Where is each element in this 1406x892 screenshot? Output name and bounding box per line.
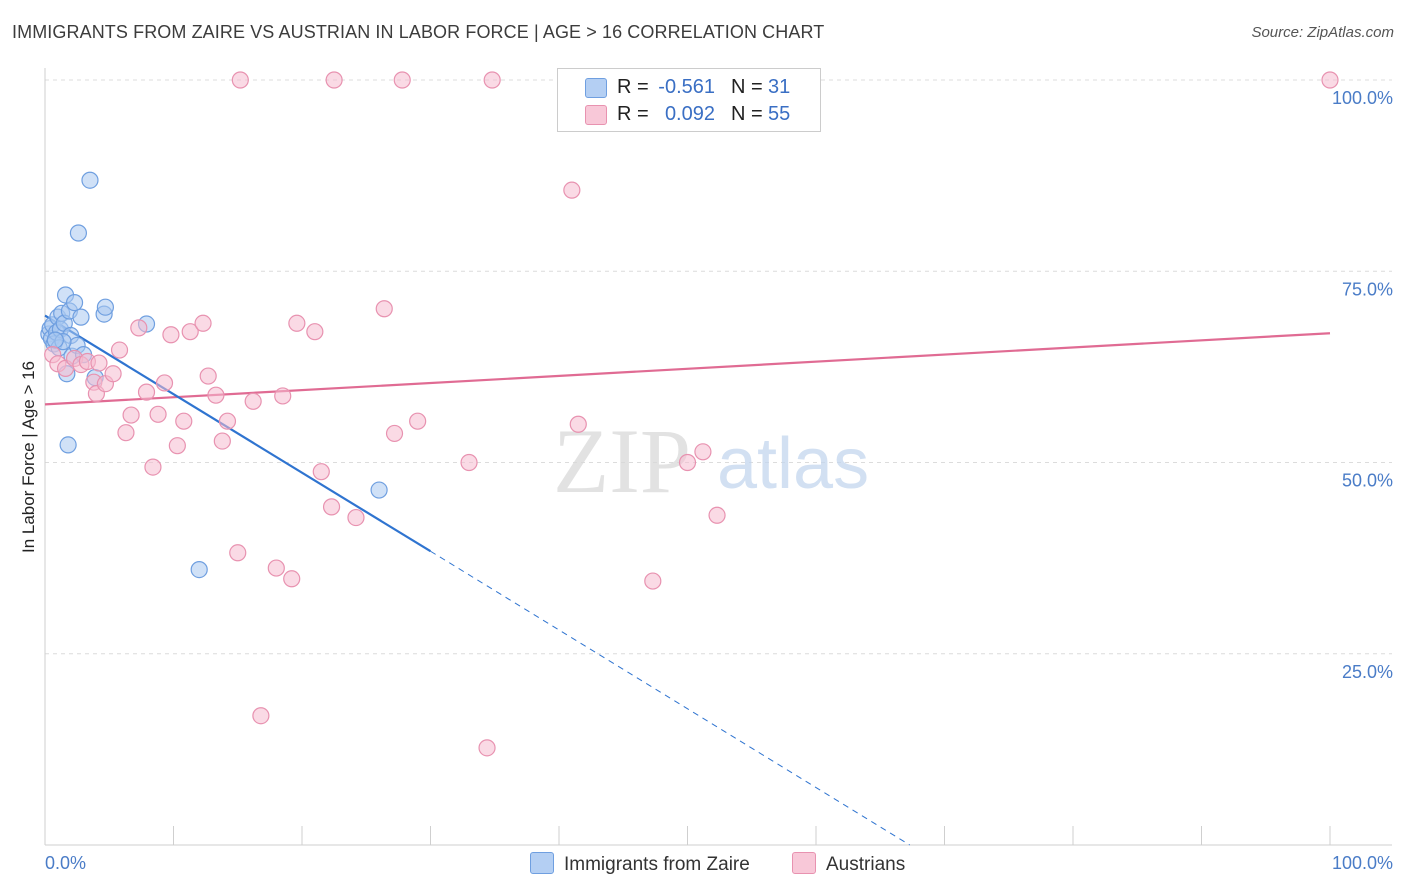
point-zaire: [96, 298, 114, 316]
point-austrians: [155, 374, 174, 392]
bottom-legend-austrians: Austrians: [792, 852, 905, 876]
stats-legend: R = -0.561 N = 31 R = 0.092 N = 55: [557, 68, 821, 132]
point-austrians: [137, 383, 156, 401]
y-tick-label: 25.0%: [1342, 662, 1393, 682]
legend-row-austrians: R = 0.092 N = 55: [558, 101, 820, 128]
source-label: Source: ZipAtlas.com: [1251, 24, 1394, 41]
y-axis-label: In Labor Force | Age > 16: [19, 361, 38, 553]
trend-line-zaire-extension: [430, 550, 911, 846]
legend-r-value: 0.092: [664, 103, 715, 125]
watermark-atlas: atlas: [717, 424, 869, 504]
point-austrians: [194, 314, 212, 332]
point-austrians: [409, 412, 427, 430]
point-austrians: [322, 498, 341, 516]
trend-line-austrians: [44, 332, 1331, 406]
point-austrians: [244, 392, 262, 410]
legend-r-label: R =: [617, 103, 649, 125]
point-zaire: [46, 331, 64, 349]
point-austrians: [199, 367, 217, 385]
point-austrians: [283, 570, 301, 588]
y-tick-labels: 100.0% 75.0% 50.0% 25.0%: [1332, 88, 1393, 682]
x-tick-label: 100.0%: [1332, 853, 1393, 873]
point-austrians: [478, 739, 496, 757]
legend-n-label: N =: [731, 76, 763, 98]
point-austrians: [213, 432, 231, 450]
point-austrians: [569, 415, 587, 433]
point-austrians: [678, 453, 697, 472]
point-austrians: [175, 412, 193, 430]
legend-row-zaire: R = -0.561 N = 31: [558, 74, 820, 101]
bottom-legend-swatch-zaire: [530, 852, 554, 874]
point-austrians: [312, 463, 330, 481]
point-austrians: [252, 707, 270, 725]
y-tick-label: 50.0%: [1342, 471, 1393, 491]
point-austrians: [110, 341, 129, 359]
point-austrians: [207, 386, 225, 404]
point-austrians: [130, 319, 148, 337]
legend-n-value: 31: [768, 76, 791, 98]
point-austrians: [288, 314, 306, 332]
points-austrians: [44, 71, 1339, 757]
point-austrians: [231, 71, 249, 89]
watermark: ZIP atlas: [553, 410, 869, 512]
point-austrians: [267, 559, 285, 577]
bottom-legend-zaire: Immigrants from Zaire: [530, 852, 750, 876]
point-austrians: [563, 181, 581, 199]
point-austrians: [181, 323, 199, 341]
point-austrians: [306, 323, 324, 341]
chart-title: IMMIGRANTS FROM ZAIRE VS AUSTRIAN IN LAB…: [12, 22, 825, 42]
point-austrians: [460, 453, 478, 472]
legend-n-value: 55: [768, 103, 791, 125]
point-austrians: [168, 437, 186, 455]
point-zaire: [81, 171, 99, 189]
point-zaire: [72, 308, 90, 326]
point-austrians: [325, 71, 343, 89]
point-austrians: [104, 365, 122, 383]
point-austrians: [694, 443, 712, 461]
point-austrians: [644, 572, 662, 590]
point-zaire: [69, 224, 88, 242]
point-austrians: [483, 71, 501, 89]
trend-lines: [44, 314, 1331, 846]
y-tick-label: 75.0%: [1342, 279, 1393, 299]
legend-n-label: N =: [731, 103, 763, 125]
x-tick-label: 0.0%: [45, 853, 86, 873]
trend-line-zaire: [44, 314, 432, 553]
bottom-legend-label-austrians: Austrians: [826, 854, 906, 875]
point-austrians: [385, 424, 404, 443]
point-austrians: [218, 412, 237, 430]
point-austrians: [229, 544, 247, 562]
point-austrians: [117, 424, 135, 442]
legend-swatch-zaire: [585, 78, 607, 98]
legend-r-label: R =: [617, 76, 649, 98]
point-zaire: [370, 481, 388, 499]
point-zaire: [59, 436, 77, 454]
point-zaire: [65, 294, 84, 312]
point-austrians: [162, 326, 180, 344]
x-tick-labels: 0.0% 100.0%: [45, 853, 1393, 873]
point-zaire: [190, 560, 208, 579]
point-austrians: [144, 458, 162, 476]
legend-swatch-austrians: [585, 105, 607, 125]
bottom-legend-label-zaire: Immigrants from Zaire: [564, 854, 750, 875]
point-austrians: [90, 354, 108, 372]
axes: [44, 68, 1392, 846]
point-austrians: [375, 300, 393, 318]
point-austrians: [393, 71, 411, 89]
y-tick-label: 100.0%: [1332, 88, 1393, 108]
point-austrians: [347, 508, 365, 527]
point-austrians: [122, 406, 140, 424]
point-austrians: [1321, 71, 1339, 89]
bottom-legend-swatch-austrians: [792, 852, 816, 874]
point-austrians: [274, 387, 292, 405]
legend-r-value: -0.561: [658, 76, 715, 98]
point-austrians: [149, 405, 167, 423]
point-austrians: [708, 506, 726, 524]
